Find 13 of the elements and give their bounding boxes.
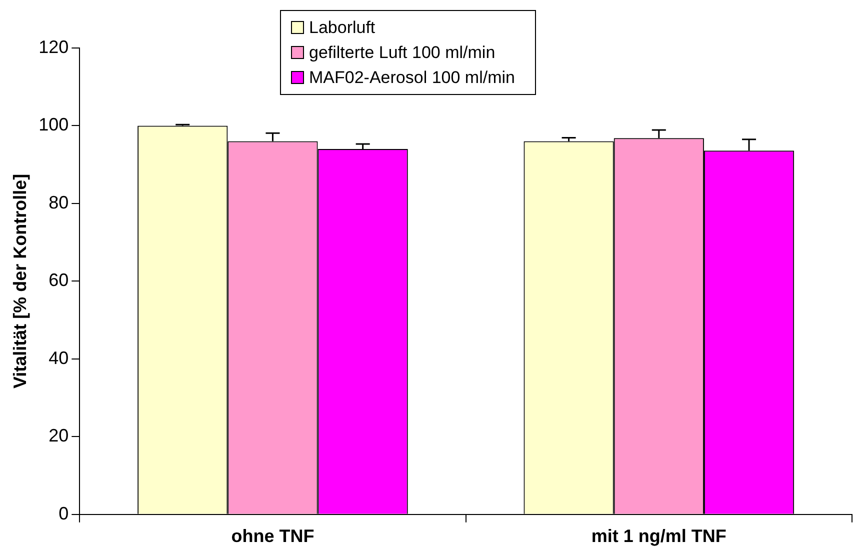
y-tick-label: 40 — [48, 348, 69, 368]
y-tick-label: 120 — [38, 36, 69, 57]
x-tick-label: ohne TNF — [231, 526, 314, 546]
y-tick-label: 20 — [48, 426, 69, 446]
legend-label: MAF02-Aerosol 100 ml/min — [308, 67, 515, 89]
y-tick-label: 60 — [48, 270, 69, 290]
legend-label: gefilterte Luft 100 ml/min — [308, 42, 496, 64]
y-axis-title: Vitalität [% der Kontrolle] — [10, 174, 30, 389]
legend-label: Laborluft — [308, 17, 376, 39]
y-tick-label: 0 — [58, 503, 69, 524]
y-tick-label: 80 — [48, 192, 69, 212]
x-tick-label: mit 1 ng/ml TNF — [591, 526, 726, 546]
y-tick-label: 100 — [38, 114, 69, 135]
